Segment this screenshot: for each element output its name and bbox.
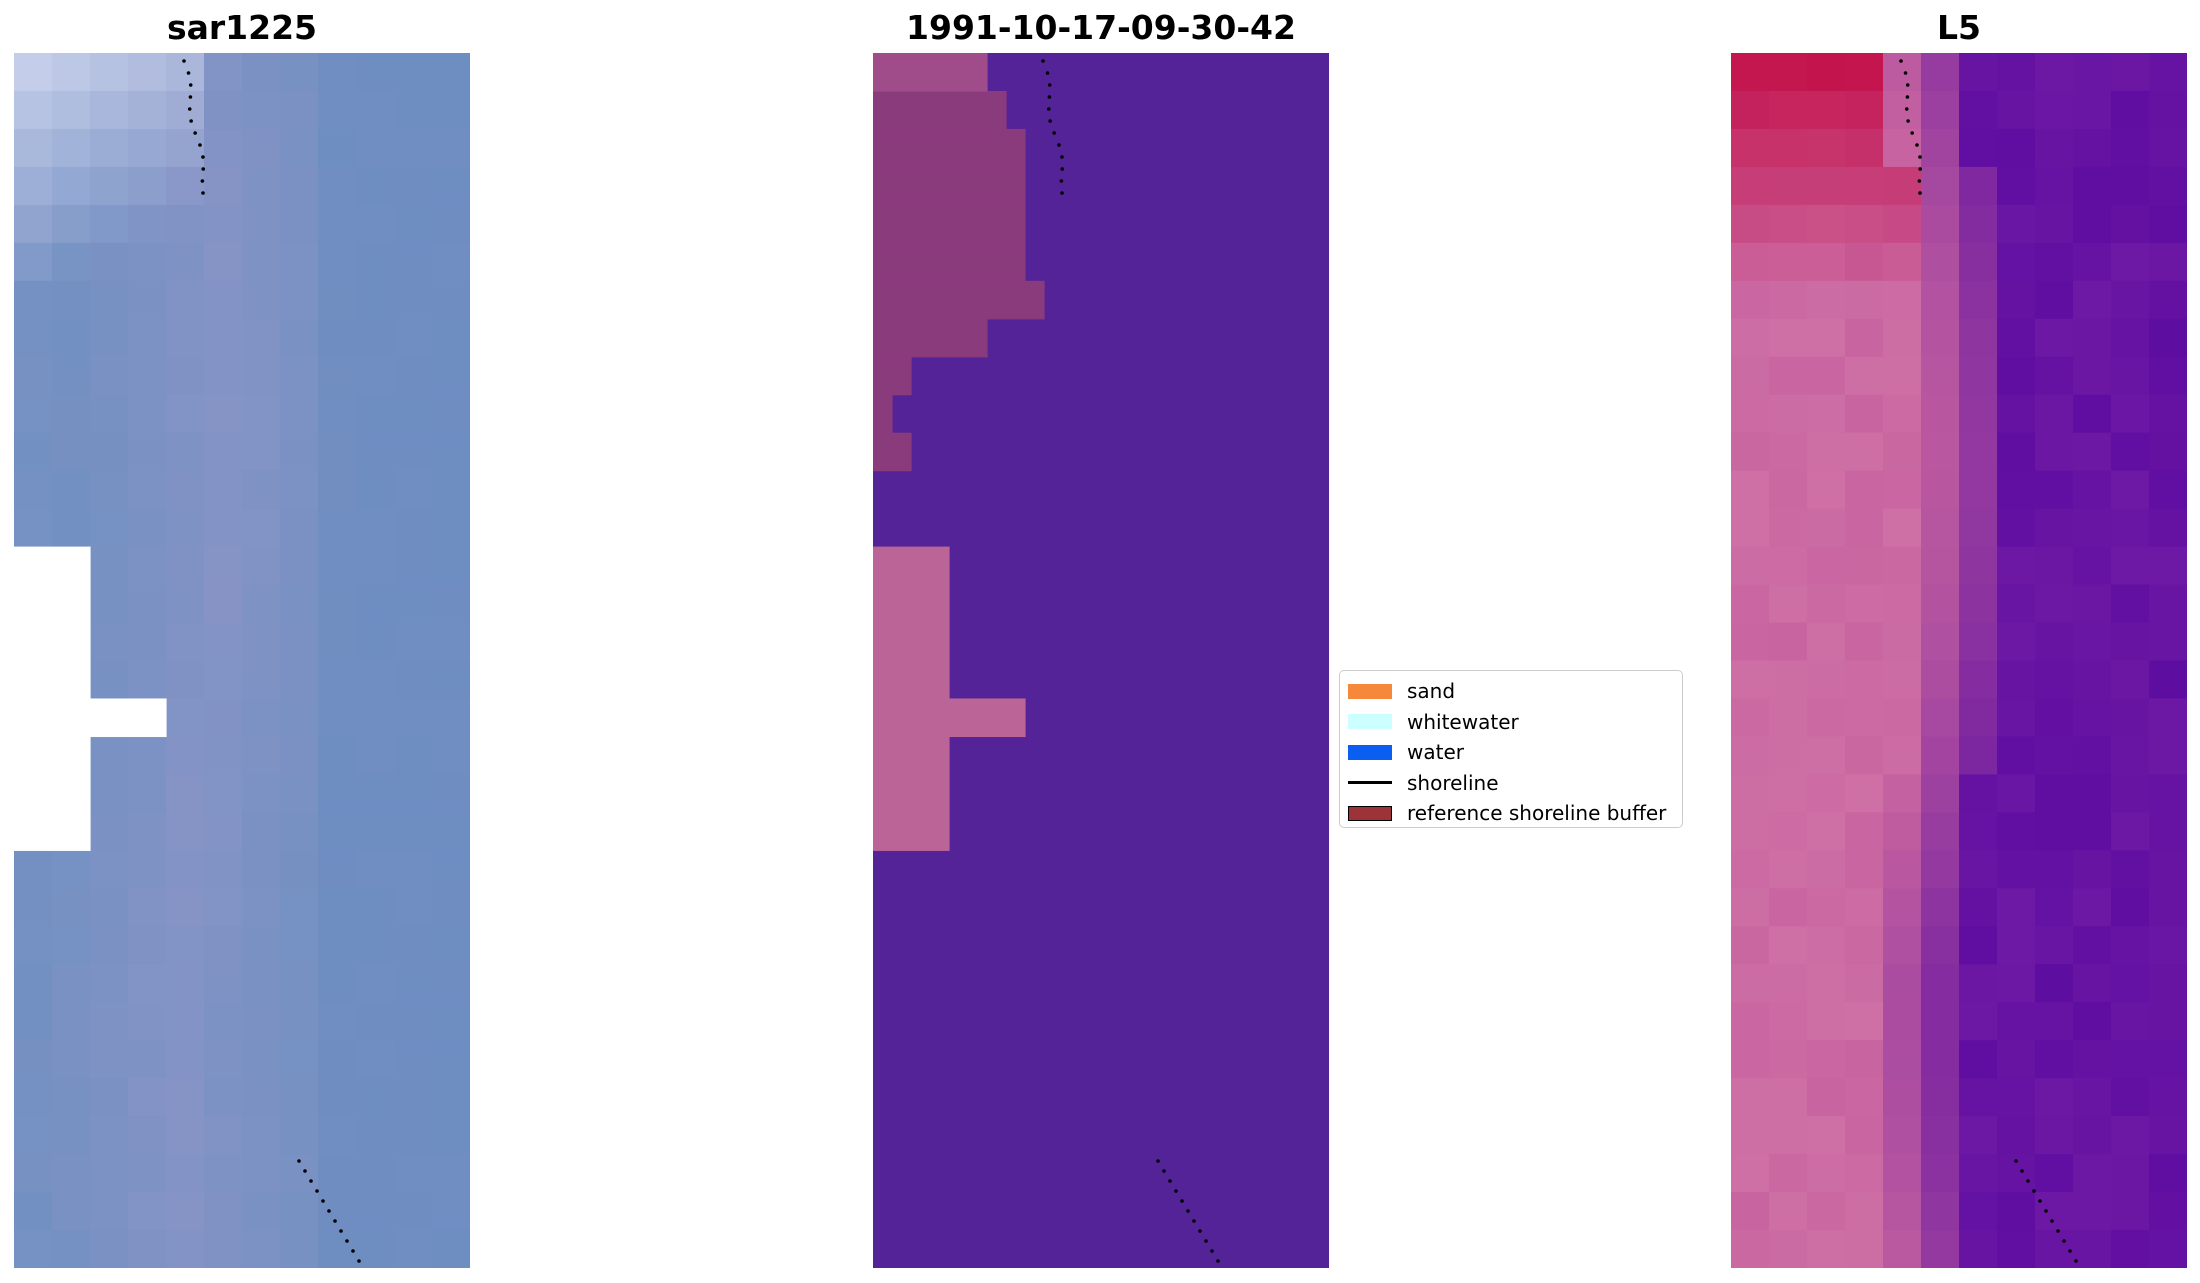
shoreline-point — [1059, 179, 1064, 183]
legend-item-whitewater: whitewater — [1348, 707, 1674, 738]
shoreline-point — [1156, 1159, 1160, 1163]
shoreline-point — [297, 1159, 301, 1163]
shoreline-point — [1910, 131, 1914, 135]
mndwi-image-panel — [1731, 53, 2187, 1268]
shoreline-point — [2044, 1209, 2048, 1213]
shoreline-point — [2038, 1199, 2042, 1203]
legend-item-water: water — [1348, 737, 1674, 768]
shoreline-point — [1918, 155, 1922, 159]
shoreline-point — [2068, 1249, 2072, 1253]
shoreline-point — [1918, 191, 1922, 195]
shoreline-point — [1060, 155, 1064, 159]
shoreline-point — [1905, 83, 1910, 87]
shoreline-point — [1192, 1219, 1196, 1223]
shoreline-point — [1186, 1209, 1190, 1213]
shoreline-point — [1045, 71, 1050, 75]
shoreline-point — [2062, 1239, 2066, 1243]
shoreline-point — [351, 1249, 355, 1253]
shoreline-point — [2014, 1159, 2018, 1163]
shoreline-point — [201, 155, 205, 159]
shoreline-point — [188, 83, 193, 87]
reference-buffer-swatch — [1348, 805, 1392, 821]
shoreline-point — [1216, 1259, 1220, 1263]
shoreline-point — [1041, 59, 1045, 63]
shoreline-point — [1060, 167, 1065, 171]
shoreline-point — [333, 1219, 337, 1223]
shoreline-point — [200, 179, 205, 183]
shoreline-point — [1046, 107, 1051, 111]
whitewater-swatch — [1348, 714, 1392, 730]
legend-label-water: water — [1407, 740, 1464, 765]
shoreline-point — [345, 1239, 349, 1243]
classified-image-panel — [873, 53, 1329, 1268]
panel-title-date: 1991-10-17-09-30-42 — [906, 8, 1296, 47]
shoreline-point — [182, 59, 186, 63]
shoreline-point — [198, 143, 202, 147]
shoreline-point — [1906, 119, 1910, 123]
shoreline-point — [1210, 1249, 1214, 1253]
shoreline-point — [303, 1169, 307, 1173]
shoreline-point — [1915, 143, 1919, 147]
panel-title-l5: L5 — [1937, 8, 1981, 47]
shoreline-point — [188, 95, 193, 99]
shoreline-point — [201, 167, 206, 171]
shoreline-point — [1198, 1229, 1202, 1233]
shoreline-point — [1048, 119, 1052, 123]
shoreline-point — [2032, 1189, 2036, 1193]
water-swatch — [1348, 744, 1392, 760]
shoreline-point — [1168, 1179, 1172, 1183]
shoreline-point — [309, 1179, 313, 1183]
shoreline-point — [1180, 1199, 1184, 1203]
shoreline-point — [2056, 1229, 2060, 1233]
shoreline-point — [327, 1209, 331, 1213]
shoreline-point — [315, 1189, 319, 1193]
rgb-image-panel — [14, 53, 470, 1268]
legend-label-whitewater: whitewater — [1407, 709, 1519, 734]
shoreline-point — [201, 191, 205, 195]
shoreline-point — [321, 1199, 325, 1203]
shoreline-point — [1162, 1169, 1166, 1173]
shoreline-point — [1047, 95, 1052, 99]
sand-swatch — [1348, 683, 1392, 699]
shoreline-point — [1899, 59, 1903, 63]
shoreline-point — [1052, 131, 1056, 135]
shoreline-point — [186, 71, 191, 75]
shoreline-point — [2020, 1169, 2024, 1173]
panel-title-sar1225: sar1225 — [166, 8, 318, 47]
shoreline-point — [339, 1229, 343, 1233]
shoreline-point — [1918, 167, 1923, 171]
shoreline-point — [1917, 179, 1922, 183]
legend-item-reference-shoreline-buffer: reference shoreline buffer — [1348, 798, 1674, 829]
shoreline-point — [1174, 1189, 1178, 1193]
shoreline-point — [189, 119, 193, 123]
shoreline-point — [357, 1259, 361, 1263]
shoreline-line-swatch — [1348, 781, 1392, 785]
legend: sand whitewater water shoreline referenc… — [1339, 670, 1683, 828]
shoreline-point — [1905, 95, 1910, 99]
shoreline-point — [2050, 1219, 2054, 1223]
shoreline-point — [1904, 107, 1909, 111]
shoreline-point — [2026, 1179, 2030, 1183]
legend-label-shoreline: shoreline — [1407, 770, 1499, 795]
shoreline-point — [1060, 191, 1064, 195]
legend-item-sand: sand — [1348, 676, 1674, 707]
shoreline-point — [1204, 1239, 1208, 1243]
shoreline-point — [1903, 71, 1908, 75]
shoreline-point — [193, 131, 197, 135]
legend-label-sand: sand — [1407, 679, 1456, 704]
shoreline-point — [1057, 143, 1061, 147]
shoreline-point — [2074, 1259, 2078, 1263]
shoreline-point — [1047, 83, 1052, 87]
legend-label-reference-shoreline-buffer: reference shoreline buffer — [1407, 801, 1667, 826]
legend-item-shoreline: shoreline — [1348, 768, 1674, 799]
shoreline-point — [187, 107, 192, 111]
